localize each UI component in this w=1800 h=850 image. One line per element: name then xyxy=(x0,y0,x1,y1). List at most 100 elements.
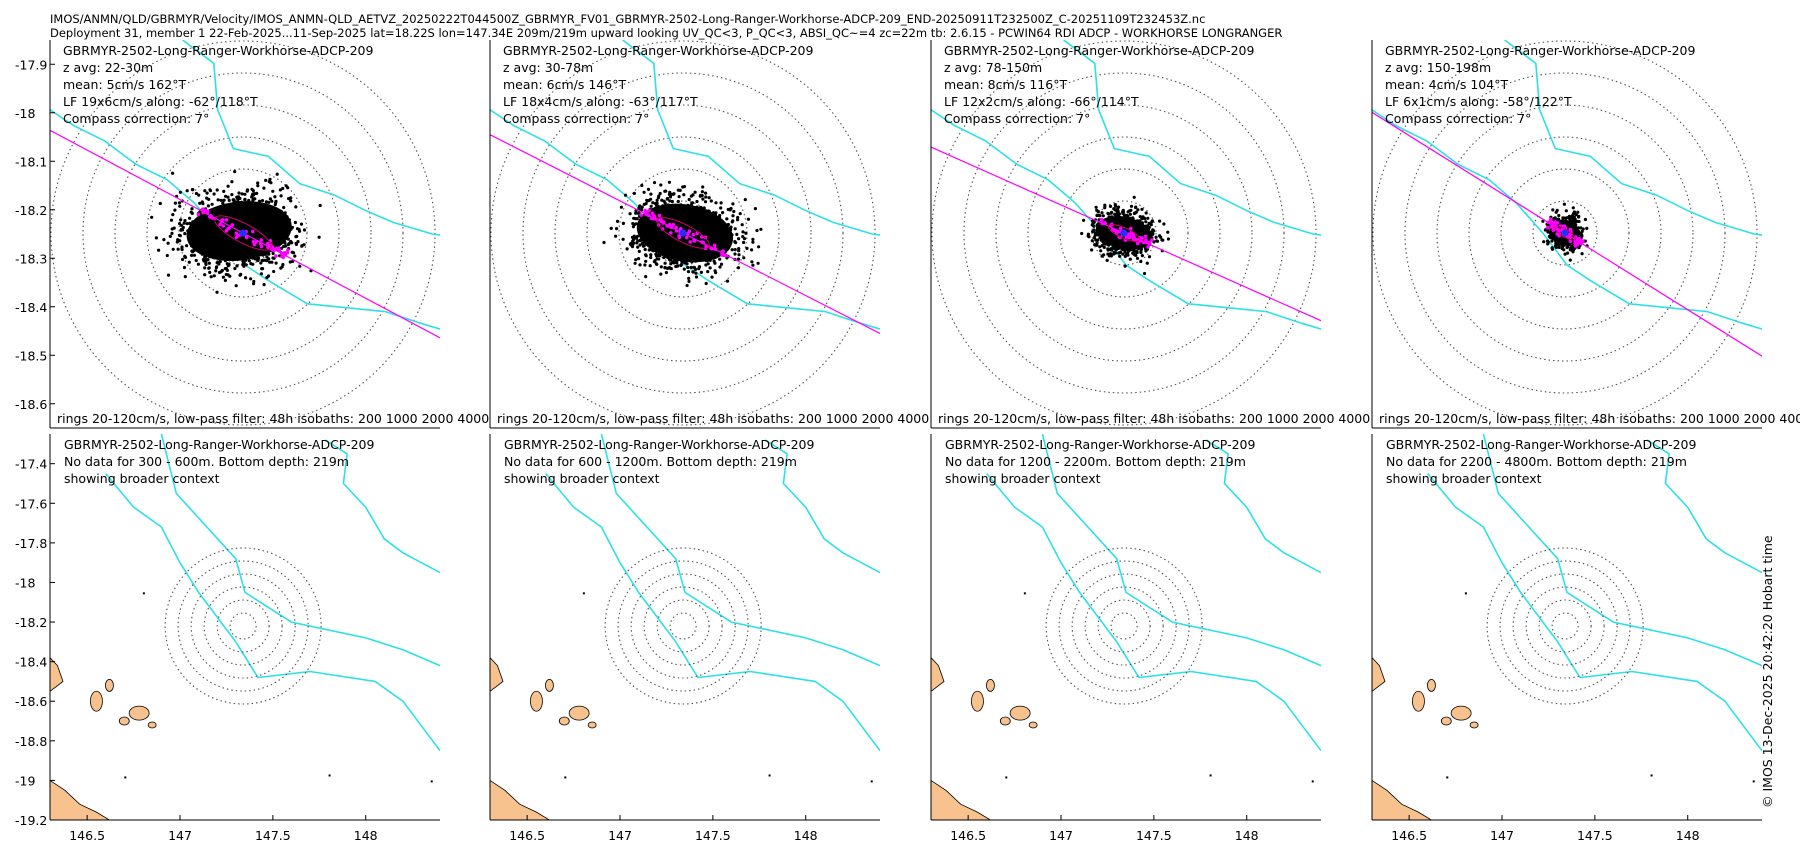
scatter-point xyxy=(733,252,737,256)
scatter-point xyxy=(655,201,659,205)
scatter-point xyxy=(278,188,282,192)
scatter-point xyxy=(262,283,266,287)
lowpass-points xyxy=(196,207,290,260)
scatter-point xyxy=(165,253,169,258)
scatter-point xyxy=(205,196,209,200)
scatter-point xyxy=(1095,241,1099,245)
y-tick-label: -18.4 xyxy=(15,655,47,670)
scatter-point xyxy=(634,236,639,240)
scatter-point xyxy=(1096,209,1100,213)
scatter-point xyxy=(753,207,758,211)
scatter-point xyxy=(223,278,227,282)
scatter-point xyxy=(299,222,304,226)
scatter-point xyxy=(624,193,628,197)
scatter-point xyxy=(731,214,735,218)
scatter-point xyxy=(649,204,653,208)
scatter-point xyxy=(181,257,185,262)
speed-ring xyxy=(554,104,812,362)
context-map-panel-1: 146.5 147 147.5 148 GBRMYR-2502-Long-Ranger-… xyxy=(49,434,440,843)
scatter-point xyxy=(632,241,636,245)
scatter-point xyxy=(667,258,672,262)
scatter-point xyxy=(1135,249,1139,254)
island xyxy=(128,705,150,721)
scatter-point xyxy=(208,270,212,274)
scatter-point xyxy=(750,248,754,252)
scatter-point xyxy=(183,219,187,223)
depth-average-label: z avg: 78-150m xyxy=(944,60,1042,75)
island xyxy=(568,705,590,721)
scatter-point xyxy=(714,201,718,205)
scatter-point xyxy=(642,190,646,194)
scatter-point xyxy=(249,277,253,281)
scatter-point xyxy=(183,275,187,279)
scatter-point xyxy=(1573,217,1577,221)
lowpass-point xyxy=(1553,220,1557,224)
scatter-point xyxy=(1134,205,1138,210)
isobath-line xyxy=(600,434,880,667)
speed-ring xyxy=(82,72,404,394)
speed-ring xyxy=(178,168,308,298)
lowpass-point xyxy=(230,223,235,227)
scatter-point xyxy=(251,193,256,197)
x-tick-label: 147.5 xyxy=(1577,828,1613,843)
scatter-point xyxy=(281,186,285,191)
x-tick-label: 147 xyxy=(1490,828,1514,843)
scatter-point xyxy=(672,261,676,265)
scatter-point xyxy=(1105,258,1109,262)
scatter-point xyxy=(628,212,632,216)
scatter-point xyxy=(190,207,194,211)
scatter-point xyxy=(1166,237,1170,241)
panel-title: GBRMYR-2502-Long-Ranger-Workhorse-ADCP-2… xyxy=(945,437,1255,452)
scatter-point xyxy=(668,190,672,194)
deployment-info: Deployment 31, member 1 22-Feb-2025...11… xyxy=(50,26,1283,40)
scatter-point xyxy=(1112,246,1116,250)
lowpass-point xyxy=(244,235,249,240)
scatter-point xyxy=(207,261,211,265)
scatter-point xyxy=(188,216,192,220)
scatter-point xyxy=(1113,203,1117,207)
scatter-point xyxy=(1579,226,1583,230)
x-tick-label: 147.5 xyxy=(1136,828,1172,843)
lowpass-point xyxy=(679,227,683,231)
lowpass-point xyxy=(259,238,264,242)
scatter-point xyxy=(1145,261,1149,265)
scatter-point xyxy=(284,184,288,188)
lowpass-point xyxy=(1128,235,1133,239)
scatter-point xyxy=(203,189,207,193)
scatter-point xyxy=(1571,206,1575,210)
lowpass-point xyxy=(1103,221,1107,226)
scatter-point xyxy=(166,241,170,245)
scatter-point xyxy=(751,237,755,241)
scatter-point xyxy=(649,253,653,257)
scatter-point xyxy=(1146,216,1150,220)
file-path-title: IMOS/ANMN/QLD/GBRMYR/Velocity/IMOS_ANMN-… xyxy=(50,12,1206,26)
scatter-point xyxy=(662,199,666,203)
y-tick-label: -17.4 xyxy=(15,457,47,472)
speed-ring xyxy=(1512,573,1618,679)
scatter-point xyxy=(1123,264,1127,268)
scatter-point xyxy=(289,199,293,203)
lowpass-point xyxy=(1546,220,1551,225)
scatter-point xyxy=(1577,214,1581,218)
lowpass-point xyxy=(277,248,282,253)
scatter-point xyxy=(243,197,247,201)
scatter-point xyxy=(737,237,741,241)
lowpass-point xyxy=(221,224,225,228)
scatter-point xyxy=(271,251,275,256)
scatter-point xyxy=(236,197,240,201)
scatter-point xyxy=(657,257,661,261)
speed-ring xyxy=(1045,547,1203,705)
scatter-point xyxy=(1585,226,1589,230)
coastline-land xyxy=(1372,657,1386,692)
scatter-point xyxy=(212,274,216,278)
scatter-point xyxy=(241,259,245,263)
scatter-point xyxy=(1141,215,1145,219)
scatter-point xyxy=(744,231,748,235)
lowpass-point xyxy=(205,211,210,215)
scatter-point xyxy=(713,261,717,265)
scatter-point xyxy=(216,198,220,202)
scatter-point xyxy=(668,266,672,270)
scatter-point xyxy=(185,244,189,248)
scatter-point xyxy=(154,236,158,240)
isobath-line xyxy=(1427,473,1762,752)
